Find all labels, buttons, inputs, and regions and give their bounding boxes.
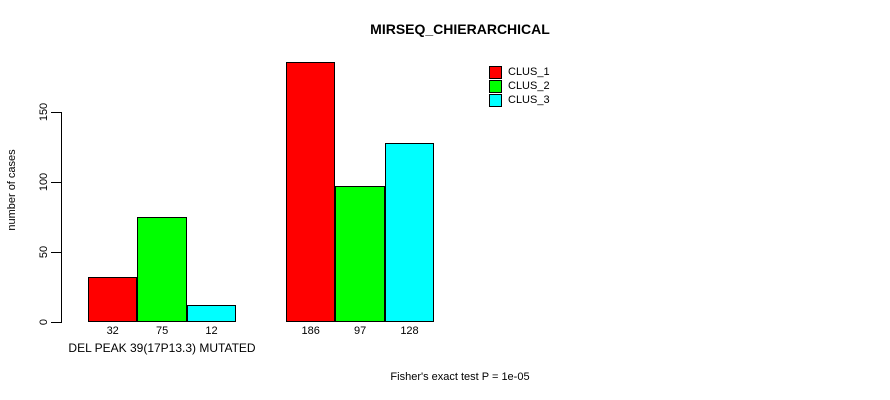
y-tick-mark xyxy=(51,112,61,113)
y-tick-label: 50 xyxy=(38,245,50,259)
bar-clus_2-group2 xyxy=(335,186,385,322)
bar-clus_1-group1 xyxy=(88,277,138,322)
legend-swatch-clus_1 xyxy=(489,65,502,79)
bar-clus_2-group1 xyxy=(137,217,187,322)
y-tick-label: 100 xyxy=(38,172,50,192)
legend-swatch-clus_3 xyxy=(489,93,502,107)
y-tick-label: 150 xyxy=(38,102,50,122)
legend-item-clus_2: CLUS_2 xyxy=(489,79,550,93)
legend-label-clus_3: CLUS_3 xyxy=(508,94,550,106)
legend-swatch-clus_2 xyxy=(489,79,502,93)
y-axis-line xyxy=(61,112,62,323)
legend-item-clus_3: CLUS_3 xyxy=(489,93,550,107)
y-tick-label: 0 xyxy=(38,318,50,326)
bar-value-clus_2-group2: 97 xyxy=(353,325,367,337)
bar-clus_3-group1 xyxy=(186,305,237,322)
bar-clus_3-group2 xyxy=(384,142,435,322)
bar-value-clus_3-group1: 12 xyxy=(205,325,218,337)
y-axis-label: number of cases xyxy=(6,149,18,231)
y-tick-mark xyxy=(51,182,61,183)
x-group-label-1: DEL PEAK 39(17P13.3) MUTATED xyxy=(68,341,256,355)
bar-value-clus_1-group2: 186 xyxy=(301,325,320,337)
bar-value-clus_3-group2: 128 xyxy=(400,325,419,337)
legend-item-clus_1: CLUS_1 xyxy=(489,65,550,79)
legend-label-clus_1: CLUS_1 xyxy=(508,66,550,78)
y-tick-mark xyxy=(51,252,61,253)
annotation-pvalue: Fisher's exact test P = 1e-05 xyxy=(390,371,530,383)
bar-value-clus_1-group1: 32 xyxy=(106,325,119,337)
y-tick-mark xyxy=(51,322,61,323)
chart-title: MIRSEQ_CHIERARCHICAL xyxy=(370,21,550,37)
bar-value-clus_2-group1: 75 xyxy=(155,325,169,337)
bar-clus_1-group2 xyxy=(286,61,336,322)
legend-label-clus_2: CLUS_2 xyxy=(508,80,550,92)
